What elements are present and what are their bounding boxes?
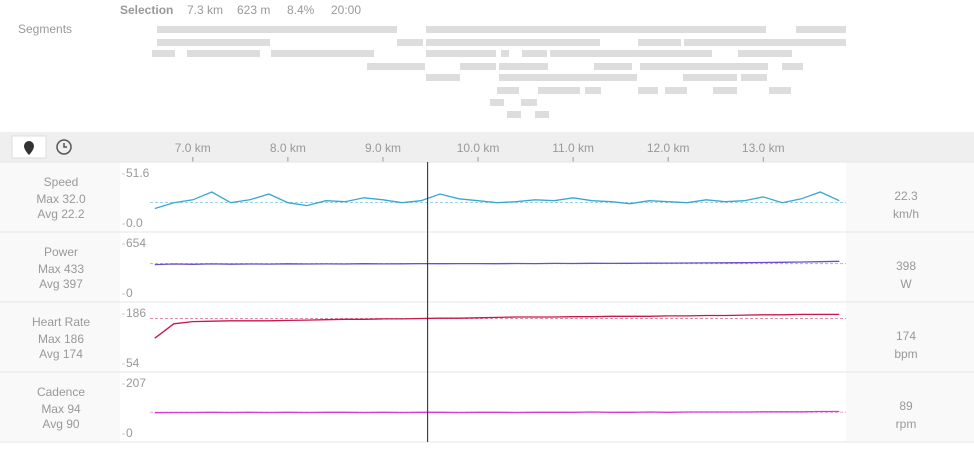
current-value: 22.3 xyxy=(894,189,918,203)
data-line xyxy=(154,410,840,414)
row-max: Max 94 xyxy=(41,402,81,416)
segment-bar xyxy=(640,63,768,70)
current-unit: km/h xyxy=(893,207,919,221)
segment-bar xyxy=(426,39,600,46)
clock-hands xyxy=(63,143,67,148)
segment-bar xyxy=(665,87,687,94)
segment-bar xyxy=(152,50,175,57)
segment-bar xyxy=(522,50,547,57)
segments-label: Segments xyxy=(18,22,72,36)
current-unit: bpm xyxy=(894,347,917,361)
x-tick-label: 13.0 km xyxy=(742,141,785,155)
row-max: Max 433 xyxy=(38,262,84,276)
label-cell xyxy=(0,302,120,372)
segment-bar xyxy=(426,50,496,57)
data-line xyxy=(154,191,840,210)
segment-bar xyxy=(490,99,504,106)
data-line xyxy=(154,260,840,266)
x-tick-label: 8.0 km xyxy=(270,141,306,155)
x-tick-label: 10.0 km xyxy=(457,141,500,155)
segment-bar xyxy=(538,87,580,94)
x-tick-label: 11.0 km xyxy=(552,141,594,155)
segment-bar xyxy=(638,39,681,46)
segment-bar xyxy=(157,39,270,46)
selection-grade: 8.4% xyxy=(287,3,315,17)
segment-bar xyxy=(426,26,766,33)
segment-bar xyxy=(397,39,423,46)
x-tick-label: 12.0 km xyxy=(647,141,690,155)
segment-bar xyxy=(713,87,737,94)
y-tick-label: 0 xyxy=(126,286,133,300)
y-tick-label: 186 xyxy=(126,306,146,320)
segment-bar xyxy=(796,26,846,33)
segment-bar xyxy=(271,50,374,57)
value-cell xyxy=(846,372,974,442)
current-unit: W xyxy=(900,277,912,291)
segment-bar xyxy=(501,50,509,57)
segment-bar xyxy=(738,50,792,57)
segment-bar xyxy=(497,87,519,94)
current-unit: rpm xyxy=(896,417,917,431)
pin-icon xyxy=(24,141,34,155)
current-value: 398 xyxy=(896,259,916,273)
segment-bar xyxy=(535,111,549,118)
y-tick-label: 51.6 xyxy=(126,166,150,180)
selection-elevation: 623 m xyxy=(237,3,270,17)
y-tick-label: 654 xyxy=(126,236,146,250)
current-value: 174 xyxy=(896,329,916,343)
segment-bar xyxy=(741,74,767,81)
row-title: Cadence xyxy=(37,385,85,399)
row-title: Speed xyxy=(44,175,79,189)
segment-bar xyxy=(187,50,260,57)
segment-bar xyxy=(367,63,425,70)
segment-bar xyxy=(426,74,460,81)
segment-bar xyxy=(684,39,846,46)
segment-bar xyxy=(550,50,712,57)
selection-label: Selection xyxy=(120,3,173,17)
segment-bar xyxy=(460,63,496,70)
segment-bar xyxy=(683,50,711,57)
value-cell xyxy=(846,162,974,232)
row-avg: Avg 397 xyxy=(39,277,83,291)
value-cell xyxy=(846,302,974,372)
y-tick-label: 207 xyxy=(126,376,146,390)
axis-band xyxy=(0,132,974,162)
y-tick-label: 0 xyxy=(126,426,133,440)
segment-bar xyxy=(499,63,548,70)
current-value: 89 xyxy=(899,399,913,413)
segment-bar xyxy=(585,87,601,94)
row-avg: Avg 22.2 xyxy=(37,207,84,221)
x-tick-label: 9.0 km xyxy=(365,141,401,155)
segment-bar xyxy=(638,87,658,94)
segment-bar xyxy=(507,111,521,118)
segment-bar xyxy=(769,87,791,94)
label-cell xyxy=(0,162,120,232)
x-tick-label: 7.0 km xyxy=(175,141,211,155)
segment-bar xyxy=(157,26,397,33)
segment-bar xyxy=(594,63,632,70)
clock-tab[interactable] xyxy=(56,139,72,155)
segment-bar xyxy=(499,74,637,81)
segment-bar xyxy=(683,74,737,81)
row-max: Max 32.0 xyxy=(36,192,86,206)
row-avg: Avg 90 xyxy=(42,417,79,431)
segment-bar xyxy=(782,63,803,70)
row-title: Heart Rate xyxy=(32,315,90,329)
y-tick-label: 0.0 xyxy=(126,216,143,230)
segment-bar xyxy=(521,99,537,106)
data-line xyxy=(154,313,840,339)
label-cell xyxy=(0,232,120,302)
label-cell xyxy=(0,372,120,442)
row-avg: Avg 174 xyxy=(39,347,83,361)
row-max: Max 186 xyxy=(38,332,84,346)
selection-distance: 7.3 km xyxy=(187,3,223,17)
row-title: Power xyxy=(44,245,78,259)
value-cell xyxy=(846,232,974,302)
selection-time: 20:00 xyxy=(331,3,361,17)
y-tick-label: 54 xyxy=(126,356,140,370)
